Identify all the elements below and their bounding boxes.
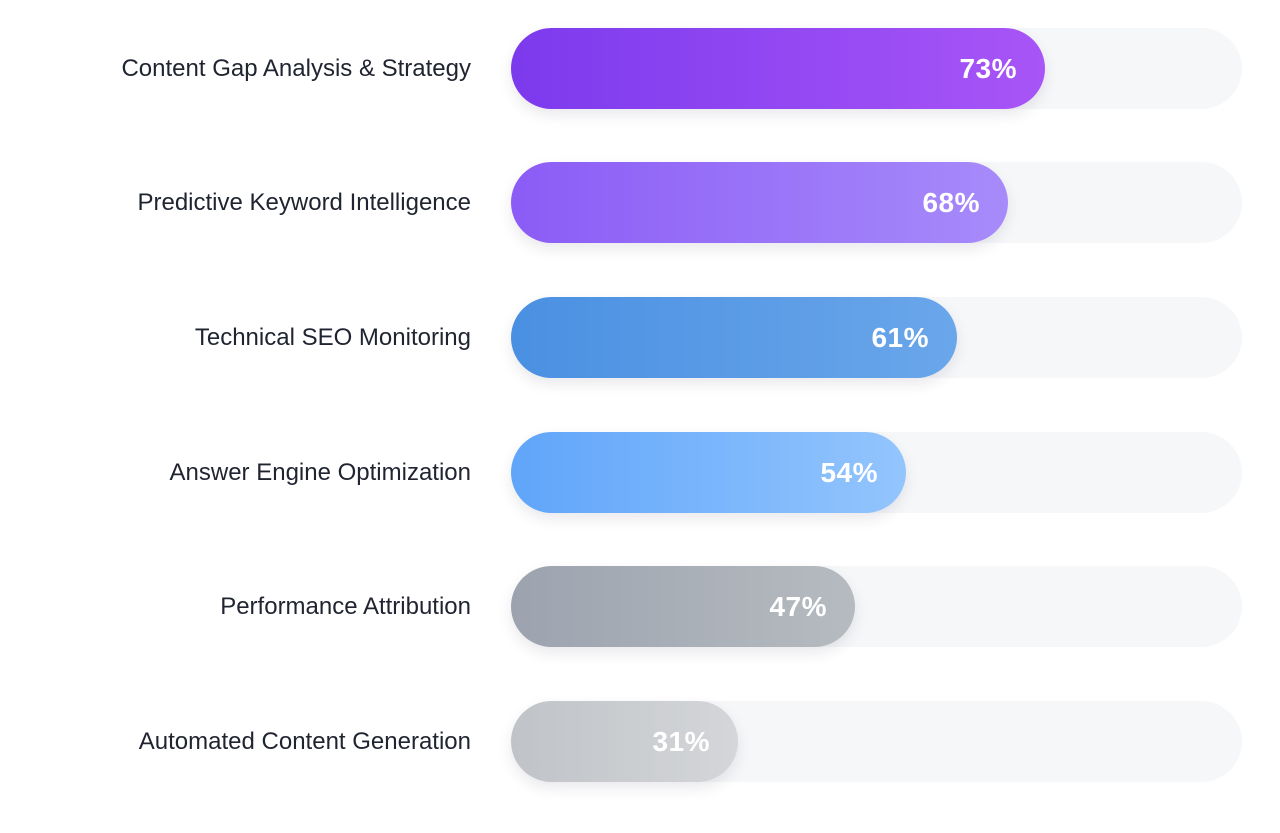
bar-track: 61% <box>511 297 1242 378</box>
bar: 73% <box>511 28 1045 109</box>
bar-value-label: 61% <box>871 322 929 353</box>
category-label: Predictive Keyword Intelligence <box>137 189 471 216</box>
bar-row: Automated Content Generation 31% <box>0 701 1280 782</box>
bar: 68% <box>511 162 1008 243</box>
bar-track: 47% <box>511 566 1242 647</box>
bar-row: Predictive Keyword Intelligence 68% <box>0 162 1280 243</box>
bar: 54% <box>511 432 906 513</box>
bar-track: 54% <box>511 432 1242 513</box>
bar: 47% <box>511 566 855 647</box>
bar: 61% <box>511 297 957 378</box>
category-label: Answer Engine Optimization <box>169 459 471 486</box>
bar-row: Answer Engine Optimization 54% <box>0 432 1280 513</box>
bar-track: 73% <box>511 28 1242 109</box>
bar-value-label: 68% <box>922 187 980 218</box>
bar-value-label: 54% <box>820 457 878 488</box>
bar: 31% <box>511 701 738 782</box>
category-label: Technical SEO Monitoring <box>194 324 471 351</box>
bar-track: 68% <box>511 162 1242 243</box>
category-label: Automated Content Generation <box>138 728 471 755</box>
bar-row: Technical SEO Monitoring 61% <box>0 297 1280 378</box>
bar-track: 31% <box>511 701 1242 782</box>
bar-value-label: 31% <box>652 726 710 757</box>
bar-row: Performance Attribution 47% <box>0 566 1280 647</box>
bar-row: Content Gap Analysis & Strategy 73% <box>0 28 1280 109</box>
category-label: Content Gap Analysis & Strategy <box>121 55 471 82</box>
bar-value-label: 73% <box>959 53 1017 84</box>
bar-value-label: 47% <box>769 591 827 622</box>
category-label: Performance Attribution <box>220 593 471 620</box>
